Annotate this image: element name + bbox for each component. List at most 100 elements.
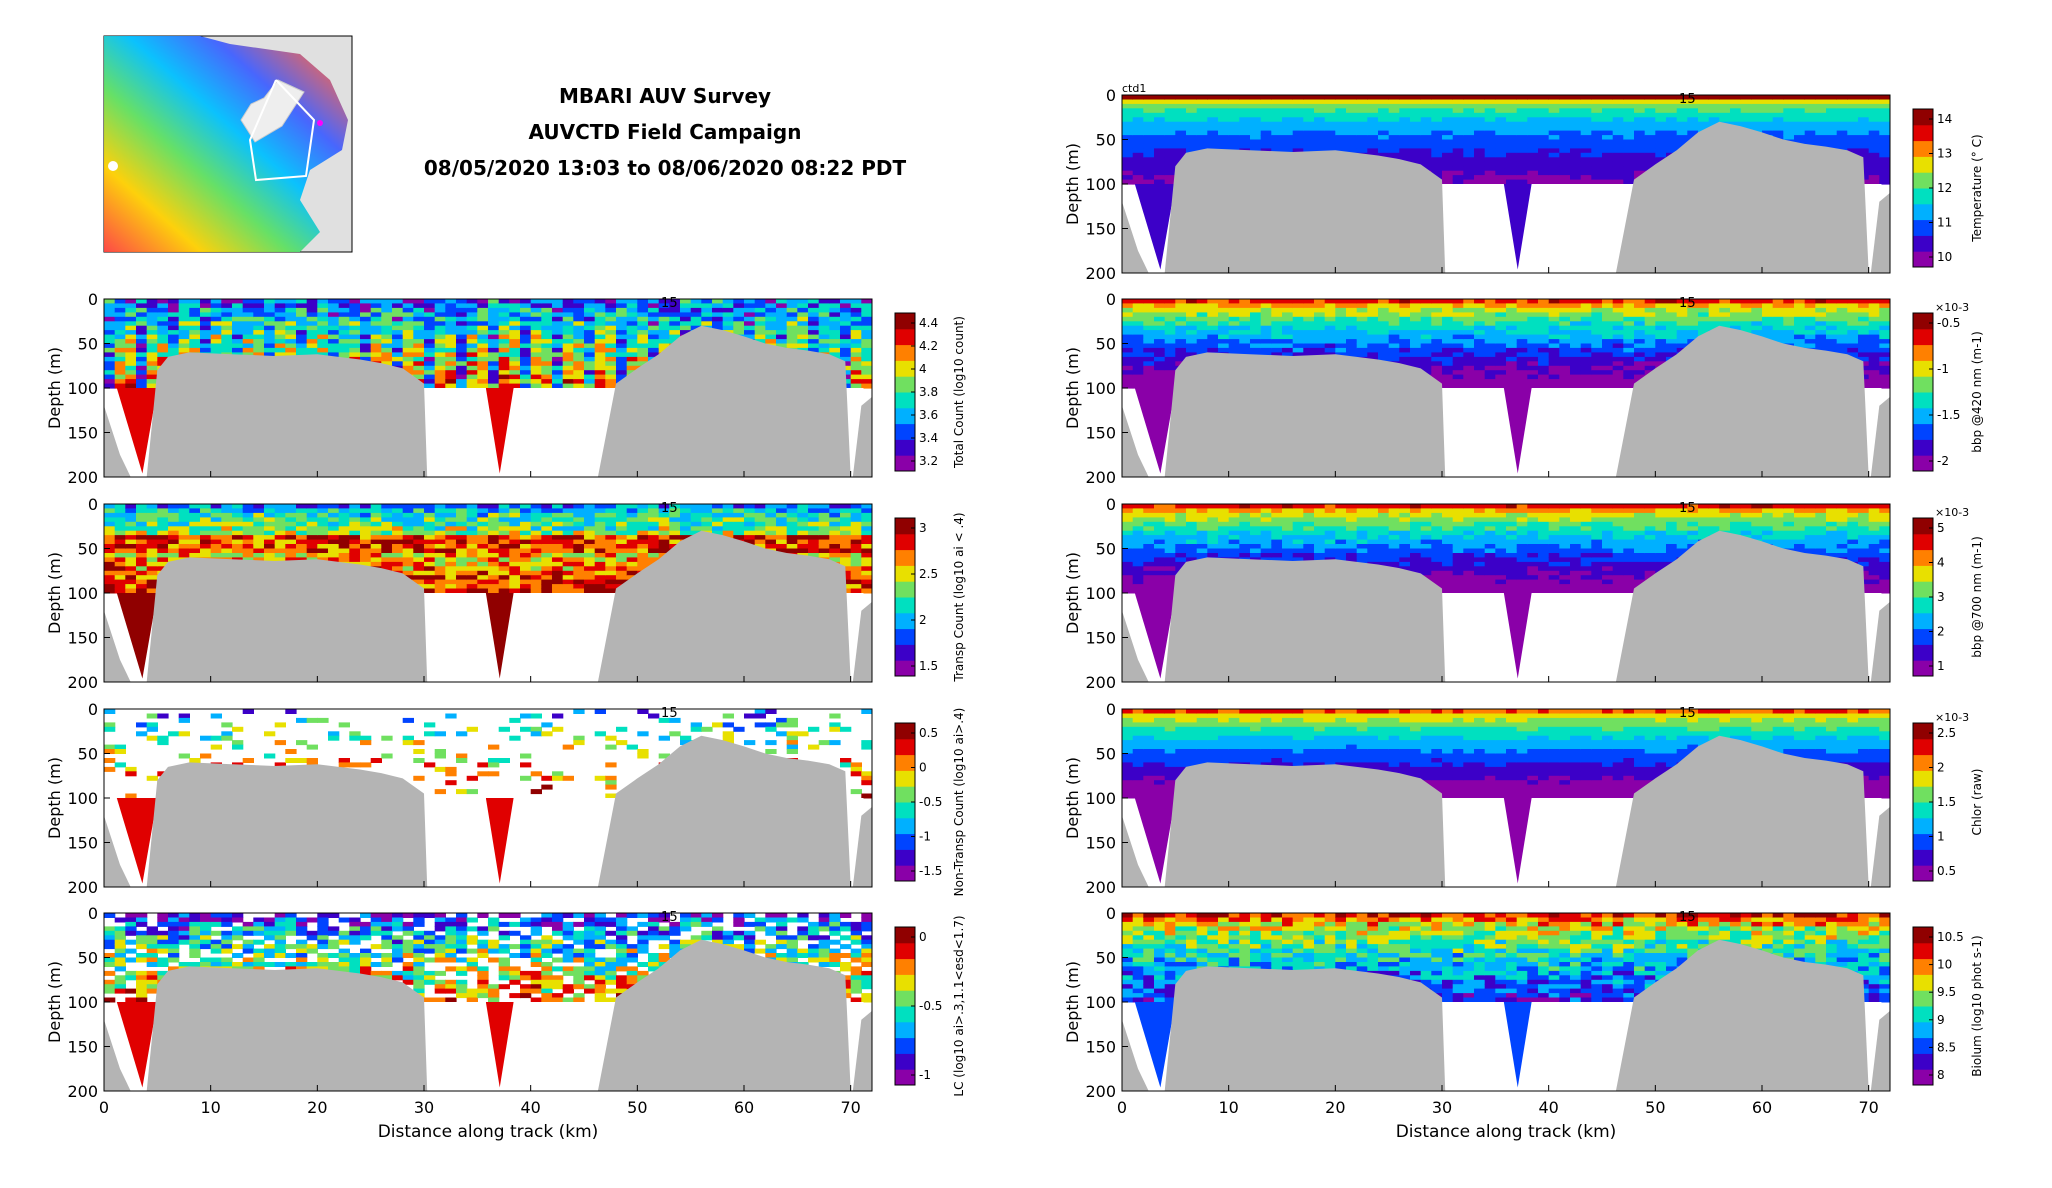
- data-cell: [317, 299, 329, 304]
- data-cell: [701, 917, 713, 923]
- data-cell: [424, 575, 436, 581]
- data-cell: [861, 984, 872, 990]
- data-cell: [797, 544, 809, 549]
- data-cell: [818, 953, 830, 958]
- y-tick-label: 100: [67, 993, 98, 1012]
- data-cell: [1346, 108, 1358, 114]
- data-cell: [552, 975, 564, 981]
- data-cell: [370, 517, 382, 523]
- data-cell: [264, 312, 276, 318]
- data-cell: [626, 307, 638, 313]
- data-cell: [274, 343, 286, 349]
- data-cell: [637, 504, 649, 509]
- data-cell: [477, 339, 489, 345]
- data-cell: [349, 321, 361, 327]
- data-cell: [424, 365, 436, 371]
- data-cell: [1335, 95, 1347, 100]
- data-cell: [797, 316, 809, 322]
- data-cell: [530, 566, 542, 572]
- data-cell: [402, 330, 414, 336]
- data-cell: [221, 722, 233, 728]
- data-cell: [626, 303, 638, 309]
- data-cell: [765, 917, 777, 923]
- data-cell: [104, 307, 116, 313]
- data-cell: [530, 926, 542, 932]
- data-cell: [264, 325, 276, 331]
- data-cell: [594, 709, 606, 714]
- data-cell: [413, 775, 425, 781]
- data-cell: [861, 361, 872, 367]
- data-cell: [466, 517, 478, 523]
- data-cell: [189, 930, 201, 936]
- data-cell: [818, 926, 830, 932]
- title-line-3: 08/05/2020 13:03 to 08/06/2020 08:22 PDT: [423, 156, 907, 180]
- data-cell: [776, 917, 788, 923]
- data-cell: [178, 512, 190, 518]
- data-cell: [360, 544, 372, 549]
- data-cell: [594, 975, 606, 981]
- data-cell: [221, 731, 233, 737]
- data-cell: [552, 930, 564, 936]
- data-cell: [434, 935, 446, 941]
- data-cell: [1175, 152, 1187, 158]
- data-cell: [765, 539, 777, 545]
- data-cell: [594, 944, 606, 950]
- data-cell: [488, 356, 500, 362]
- data-cell: [456, 299, 468, 304]
- colorbar-tick-label: 3.4: [919, 431, 938, 445]
- data-cell: [296, 504, 308, 509]
- data-cell: [200, 926, 212, 932]
- data-cell: [466, 512, 478, 518]
- data-cell: [114, 575, 126, 581]
- data-cell: [402, 334, 414, 340]
- data-cell: [850, 343, 862, 349]
- data-cell: [637, 299, 649, 304]
- data-cell: [317, 917, 329, 923]
- data-cell: [1186, 95, 1198, 100]
- data-cell: [317, 935, 329, 941]
- data-cell: [477, 374, 489, 380]
- data-cell: [573, 325, 585, 331]
- data-cell: [189, 321, 201, 327]
- data-cell: [605, 962, 617, 967]
- data-cell: [605, 939, 617, 945]
- data-cell: [210, 535, 222, 541]
- data-cell: [125, 548, 137, 554]
- data-cell: [765, 512, 777, 518]
- data-cell: [360, 303, 372, 309]
- data-cell: [146, 365, 158, 371]
- data-cell: [733, 917, 745, 923]
- data-cell: [509, 526, 521, 532]
- data-cell: [242, 948, 254, 954]
- data-cell: [445, 948, 457, 954]
- data-cell: [765, 517, 777, 523]
- data-cell: [509, 356, 521, 362]
- data-cell: [1292, 139, 1304, 145]
- data-cell: [253, 321, 265, 327]
- header-title: MBARI AUV Survey AUVCTD Field Campaign 0…: [380, 78, 950, 186]
- data-cell: [733, 913, 745, 918]
- data-cell: [1207, 135, 1219, 141]
- data-cell: [573, 561, 585, 567]
- data-cell: [306, 504, 318, 509]
- data-cell: [221, 957, 233, 963]
- data-cell: [306, 553, 318, 558]
- data-cell: [232, 539, 244, 545]
- data-cell: [552, 917, 564, 923]
- data-cell: [552, 512, 564, 518]
- data-cell: [114, 566, 126, 572]
- data-cell: [1154, 157, 1166, 163]
- data-cell: [594, 930, 606, 936]
- data-cell: [178, 316, 190, 322]
- data-cell: [168, 334, 180, 340]
- data-cell: [456, 731, 468, 737]
- data-cell: [498, 508, 510, 514]
- data-cell: [488, 365, 500, 371]
- data-cell: [1218, 99, 1230, 105]
- data-cell: [242, 325, 254, 331]
- data-cell: [274, 307, 286, 313]
- data-cell: [168, 508, 180, 514]
- data-cell: [1164, 179, 1176, 185]
- data-cell: [424, 970, 436, 976]
